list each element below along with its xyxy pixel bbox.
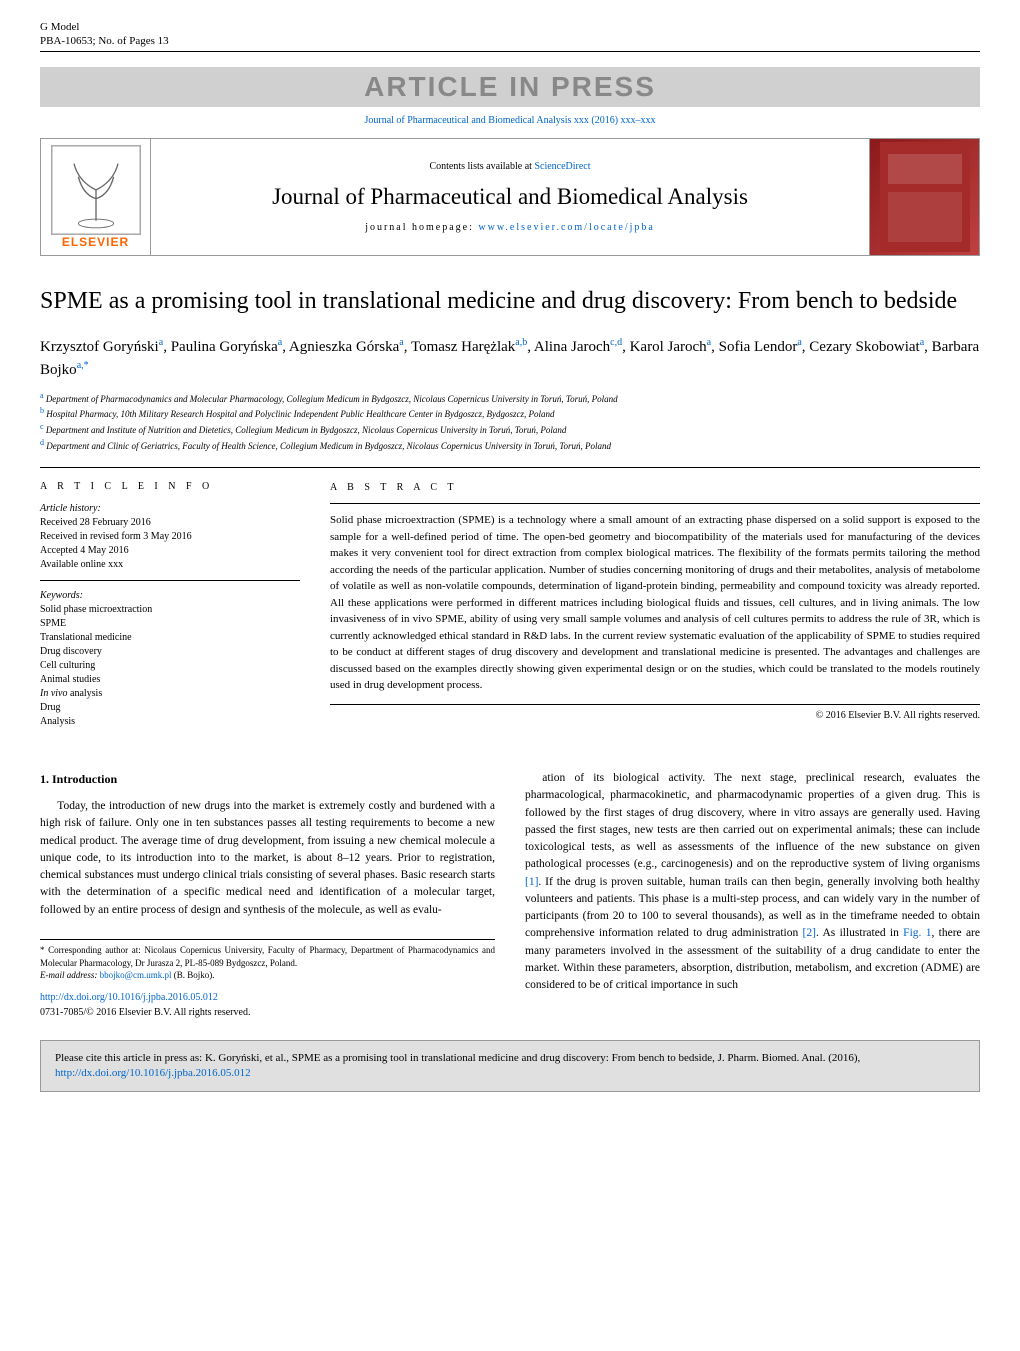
page: G Model PBA-10653; No. of Pages 13 ARTIC… — [0, 0, 1020, 1112]
keyword-item: Animal studies — [40, 673, 300, 687]
affiliation-line: c Department and Institute of Nutrition … — [40, 421, 980, 437]
contents-line: Contents lists available at ScienceDirec… — [161, 161, 859, 172]
keyword-item: Drug — [40, 701, 300, 715]
email-link[interactable]: bbojko@cm.umk.pl — [100, 970, 172, 980]
citation-doi-link[interactable]: http://dx.doi.org/10.1016/j.jpba.2016.05… — [55, 1067, 251, 1079]
abstract: a b s t r a c t Solid phase microextract… — [330, 480, 980, 745]
para2-a: ation of its biological activity. The ne… — [525, 772, 980, 870]
affiliation-line: b Hospital Pharmacy, 10th Military Resea… — [40, 405, 980, 421]
journal-title: Journal of Pharmaceutical and Biomedical… — [161, 184, 859, 210]
history-line: Received in revised form 3 May 2016 — [40, 530, 300, 544]
keyword-item: Drug discovery — [40, 645, 300, 659]
ref-link-2[interactable]: [2] — [803, 927, 816, 939]
masthead-cover — [869, 139, 979, 255]
contents-prefix: Contents lists available at — [429, 161, 534, 172]
abstract-label: a b s t r a c t — [330, 480, 980, 495]
sciencedirect-link[interactable]: ScienceDirect — [534, 161, 590, 172]
email-line: E-mail address: bbojko@cm.umk.pl (B. Boj… — [40, 969, 495, 982]
keywords-heading: Keywords: — [40, 589, 300, 603]
gmodel-header: G Model PBA-10653; No. of Pages 13 — [40, 20, 980, 52]
info-abstract-row: a r t i c l e i n f o Article history: R… — [40, 467, 980, 745]
affiliation-line: d Department and Clinic of Geriatrics, F… — [40, 437, 980, 453]
elsevier-tree-icon — [51, 145, 141, 235]
authors-list: Krzysztof Goryńskia, Paulina Goryńskaa, … — [40, 335, 980, 382]
history-heading: Article history: — [40, 502, 300, 516]
history-line: Received 28 February 2016 — [40, 516, 300, 530]
para2-c: . As illustrated in — [816, 927, 903, 939]
issn-line: 0731-7085/© 2016 Elsevier B.V. All right… — [40, 1005, 495, 1020]
keyword-item: Cell culturing — [40, 659, 300, 673]
masthead-publisher: ELSEVIER — [41, 139, 151, 255]
homepage-label: journal homepage: — [365, 222, 478, 233]
history-line: Available online xxx — [40, 558, 300, 572]
journal-ref-line[interactable]: Journal of Pharmaceutical and Biomedical… — [40, 115, 980, 126]
article-info-label: a r t i c l e i n f o — [40, 480, 300, 494]
doi-block: http://dx.doi.org/10.1016/j.jpba.2016.05… — [40, 990, 495, 1020]
journal-ref-link[interactable]: Journal of Pharmaceutical and Biomedical… — [364, 115, 655, 126]
affiliations: a Department of Pharmacodynamics and Mol… — [40, 390, 980, 452]
keyword-item: Analysis — [40, 715, 300, 729]
intro-para-1: Today, the introduction of new drugs int… — [40, 798, 495, 919]
keywords-block: Keywords: Solid phase microextractionSPM… — [40, 589, 300, 737]
elsevier-label: ELSEVIER — [62, 235, 129, 249]
section-heading-intro: 1. Introduction — [40, 770, 495, 788]
article-history-block: Article history: Received 28 February 20… — [40, 502, 300, 581]
citation-text: Please cite this article in press as: K.… — [55, 1052, 860, 1064]
footnote-block: * Corresponding author at: Nicolaus Cope… — [40, 939, 495, 982]
history-line: Accepted 4 May 2016 — [40, 544, 300, 558]
intro-para-2: ation of its biological activity. The ne… — [525, 770, 980, 994]
email-suffix: (B. Bojko). — [171, 970, 214, 980]
gmodel-label: G Model — [40, 20, 169, 34]
article-title: SPME as a promising tool in translationa… — [40, 286, 980, 317]
abstract-text: Solid phase microextraction (SPME) is a … — [330, 512, 980, 694]
journal-homepage: journal homepage: www.elsevier.com/locat… — [161, 222, 859, 233]
keyword-item: SPME — [40, 617, 300, 631]
corresponding-author-note: * Corresponding author at: Nicolaus Cope… — [40, 944, 495, 969]
email-label: E-mail address: — [40, 970, 100, 980]
ref-link-1[interactable]: [1] — [525, 876, 538, 888]
citation-box: Please cite this article in press as: K.… — [40, 1040, 980, 1093]
article-info: a r t i c l e i n f o Article history: R… — [40, 480, 300, 745]
masthead-center: Contents lists available at ScienceDirec… — [151, 139, 869, 255]
journal-cover-icon — [880, 142, 970, 252]
fig-link-1[interactable]: Fig. 1 — [903, 927, 931, 939]
homepage-link[interactable]: www.elsevier.com/locate/jpba — [478, 222, 654, 233]
keyword-item: Solid phase microextraction — [40, 603, 300, 617]
article-in-press-banner: ARTICLE IN PRESS — [40, 67, 980, 107]
masthead: ELSEVIER Contents lists available at Sci… — [40, 138, 980, 256]
gmodel-ref: PBA-10653; No. of Pages 13 — [40, 34, 169, 48]
abstract-copyright: © 2016 Elsevier B.V. All rights reserved… — [330, 704, 980, 723]
body-text: 1. Introduction Today, the introduction … — [40, 770, 980, 1020]
affiliation-line: a Department of Pharmacodynamics and Mol… — [40, 390, 980, 406]
doi-link[interactable]: http://dx.doi.org/10.1016/j.jpba.2016.05… — [40, 992, 218, 1003]
keyword-item: In vivo analysis — [40, 687, 300, 701]
keyword-item: Translational medicine — [40, 631, 300, 645]
